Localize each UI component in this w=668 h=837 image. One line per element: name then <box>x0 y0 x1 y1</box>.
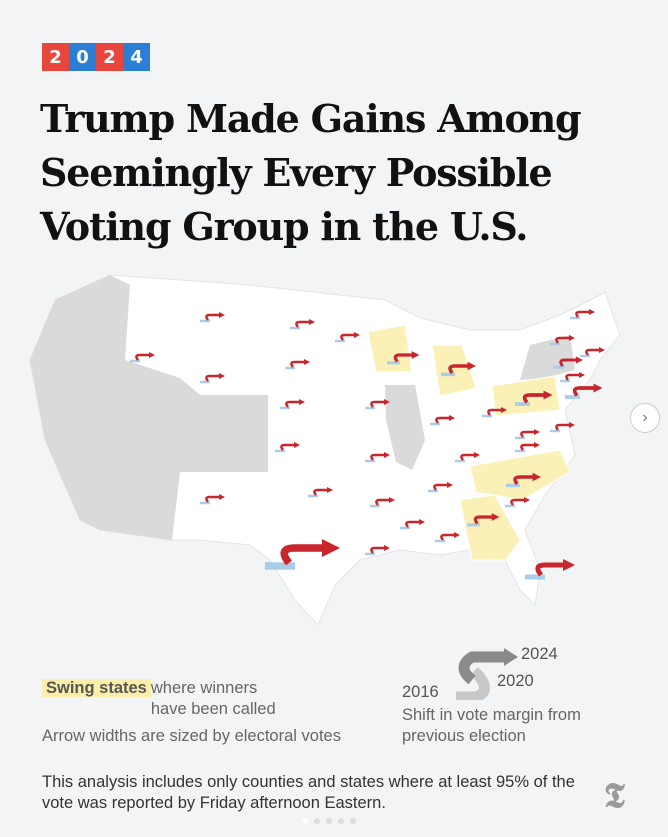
badge-digit: 4 <box>123 43 150 71</box>
state-shift-arrow <box>335 332 360 343</box>
swing-north-carolina <box>469 449 571 501</box>
swing-label: Swing states <box>42 679 151 697</box>
gray-western-states <box>30 275 268 540</box>
state-shift-arrow <box>435 532 460 543</box>
dot[interactable] <box>326 818 332 824</box>
state-shift-arrow <box>580 347 605 358</box>
year-2020: 2020 <box>497 672 534 690</box>
chevron-right-icon: › <box>642 409 648 426</box>
swing-michigan <box>431 344 477 397</box>
state-shift-arrow <box>365 399 390 410</box>
badge-digit: 0 <box>69 43 96 71</box>
state-shift-arrow <box>560 372 585 383</box>
swing-wisconsin <box>367 324 413 373</box>
state-shift-arrow <box>505 497 530 508</box>
year-2016: 2016 <box>402 683 439 701</box>
width-note: Arrow widths are sized by electoral vote… <box>42 727 341 745</box>
state-shift-arrow <box>370 497 395 508</box>
gray-new-york <box>520 335 575 380</box>
state-shift-arrow <box>515 390 553 406</box>
dot[interactable] <box>314 818 320 824</box>
state-shift-arrow <box>285 359 310 370</box>
state-shift-arrow <box>365 545 390 556</box>
carousel-dots <box>302 818 356 824</box>
legend-swing: Swing states where winners have been cal… <box>42 678 341 747</box>
dot[interactable] <box>302 818 308 824</box>
gray-illinois <box>385 385 425 470</box>
state-shift-arrow <box>515 429 540 440</box>
legend-arrow-icon <box>456 648 518 700</box>
state-shift-arrow <box>130 352 155 363</box>
state-shift-arrow <box>570 309 595 320</box>
state-shift-arrow <box>515 442 540 453</box>
state-shift-arrow <box>467 513 500 527</box>
footnote: This analysis includes only counties and… <box>42 773 575 812</box>
state-shift-arrow <box>200 494 225 505</box>
year-2024: 2024 <box>521 645 558 663</box>
state-shift-arrow <box>506 472 541 488</box>
state-shift-arrow <box>553 356 583 369</box>
state-shift-arrow <box>565 383 603 399</box>
next-slide-button[interactable]: › <box>630 403 660 433</box>
dot[interactable] <box>338 818 344 824</box>
state-shift-arrow <box>400 519 425 530</box>
headline: Trump Made Gains Among Seemingly Every P… <box>40 96 582 249</box>
state-shift-arrow <box>525 559 575 580</box>
dot[interactable] <box>350 818 356 824</box>
state-shift-arrow <box>200 373 225 384</box>
state-shift-arrow <box>308 487 333 498</box>
state-shift-arrow <box>428 482 453 493</box>
state-shift-arrow <box>387 351 420 365</box>
state-shift-arrow <box>550 335 575 346</box>
us-map <box>29 274 621 626</box>
nyt-logo: 𝕿 <box>604 776 625 816</box>
state-shift-arrow <box>550 422 575 433</box>
badge-digit: 2 <box>96 43 123 71</box>
state-shift-arrow <box>280 399 305 410</box>
state-shift-arrow <box>441 361 476 377</box>
state-shift-arrow <box>365 452 390 463</box>
badge-digit: 2 <box>42 43 69 71</box>
swing-text: where winners have been called <box>150 679 276 718</box>
state-shift-arrow <box>265 539 340 570</box>
state-shift-arrow <box>482 407 507 418</box>
swing-georgia <box>459 494 521 561</box>
shift-text: Shift in vote margin from previous elect… <box>402 706 581 745</box>
state-shift-arrow <box>200 312 225 323</box>
state-shift-arrow <box>290 319 315 330</box>
state-shift-arrow <box>455 452 480 463</box>
year-badge: 2 0 2 4 <box>42 43 150 71</box>
state-shift-arrow <box>275 442 300 453</box>
state-shift-arrow <box>430 415 455 426</box>
